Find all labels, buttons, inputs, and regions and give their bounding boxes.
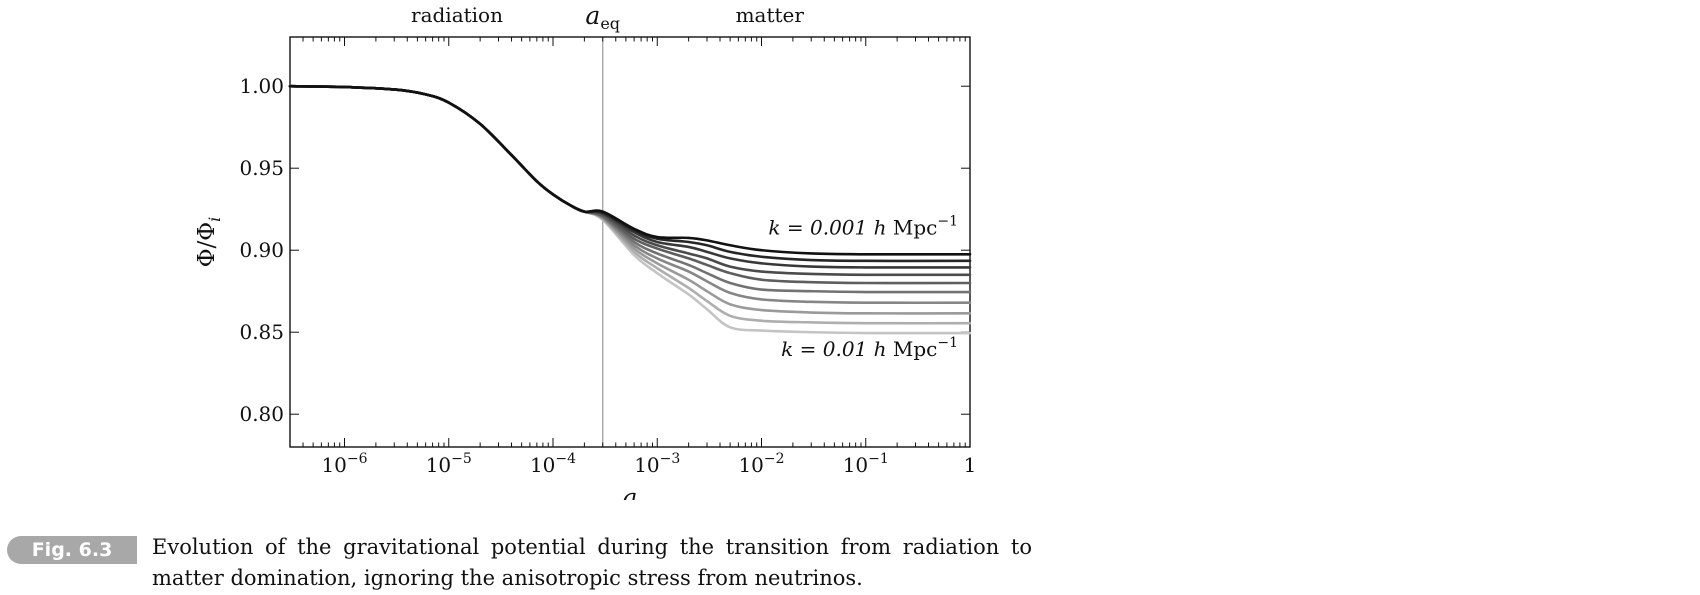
x-tick-label: 1 [964, 453, 977, 477]
caption-text: Evolution of the gravitational potential… [152, 535, 1032, 590]
x-tick-label: 10−5 [426, 451, 472, 477]
figure-plot: 10−6 10−5 10−4 10−3 10−2 10−1 1 0.80 0.85 0.90 0.9… [194, 1, 976, 500]
plot-layer [289, 36, 971, 448]
series-line-9 [288, 84, 972, 325]
k-annotation-bottom: k = 0.01 h Mpc−1 [781, 335, 958, 361]
y-tick-label: 0.95 [239, 156, 284, 180]
plot-frame [289, 36, 971, 448]
x-tick-label: 10−2 [738, 451, 784, 477]
y-tick-label: 0.80 [239, 402, 284, 426]
k-annotation-top: k = 0.001 h Mpc−1 [768, 214, 958, 240]
series-line-8 [288, 84, 972, 315]
x-tick-label: 10−4 [530, 451, 576, 477]
x-axis-label: a [623, 483, 638, 500]
series-line-1 [288, 84, 972, 256]
figure-number-badge: Fig. 6.3 [7, 536, 137, 564]
y-tick-label: 1.00 [239, 74, 284, 98]
radiation-label: radiation [411, 3, 503, 27]
matter-label: matter [736, 3, 805, 27]
x-tick-label: 10−1 [843, 451, 889, 477]
y-axis-label: Φ/Φi [194, 217, 224, 268]
x-tick-label: 10−6 [321, 451, 367, 477]
x-tick-label: 10−3 [634, 451, 680, 477]
text-layer: 10−6 10−5 10−4 10−3 10−2 10−1 1 0.80 0.85 0.90 0.9… [194, 1, 976, 500]
figure-caption: Fig. 6.3 Evolution of the gravitational … [7, 532, 1032, 594]
y-tick-label: 0.90 [239, 238, 284, 262]
series-line-7 [288, 84, 972, 305]
series-line-10 [288, 84, 972, 335]
a-eq-label: aeq [585, 1, 620, 33]
y-tick-label: 0.85 [239, 320, 284, 344]
mark-layer [288, 84, 972, 335]
